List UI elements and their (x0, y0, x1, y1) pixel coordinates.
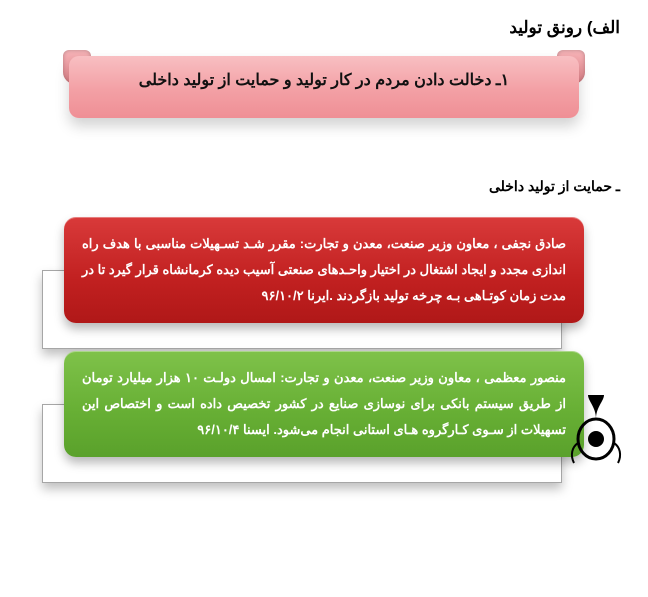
card-outer: صادق نجفی ، معاون وزیر صنعت، معدن و تجار… (64, 217, 584, 323)
banner-text: ۱ـ دخالت دادن مردم در کار تولید و حمایت … (69, 56, 579, 118)
heading-sub: ـ حمایت از تولید داخلی (28, 178, 620, 195)
quote-card: صادق نجفی ، معاون وزیر صنعت، معدن و تجار… (64, 217, 584, 323)
card-stack: صادق نجفی ، معاون وزیر صنعت، معدن و تجار… (28, 217, 620, 457)
heading-main: الف) رونق تولید (28, 18, 620, 38)
banner-scroll: ۱ـ دخالت دادن مردم در کار تولید و حمایت … (69, 56, 579, 118)
quote-card: منصور معظمی ، معاون وزیر صنعت، معدن و تج… (64, 351, 584, 457)
organization-logo-icon (566, 393, 626, 467)
card-outer: منصور معظمی ، معاون وزیر صنعت، معدن و تج… (64, 351, 584, 457)
